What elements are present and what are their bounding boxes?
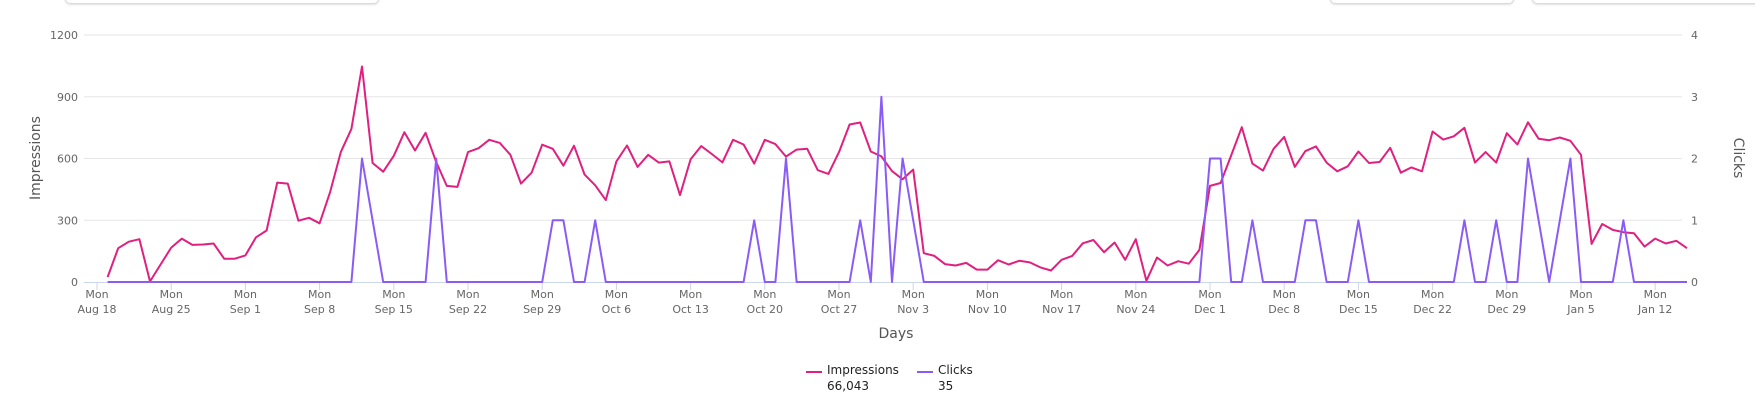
x-tick-day: Mon xyxy=(531,288,554,301)
x-tick-date: Jan 12 xyxy=(1637,303,1672,316)
x-tick-day: Mon xyxy=(1495,288,1518,301)
x-tick-date: Dec 15 xyxy=(1339,303,1378,316)
x-tick-day: Mon xyxy=(902,288,925,301)
x-tick-date: Dec 22 xyxy=(1413,303,1452,316)
x-tick-day: Mon xyxy=(1569,288,1592,301)
x-tick-day: Mon xyxy=(1124,288,1147,301)
x-tick-date: Sep 1 xyxy=(230,303,261,316)
x-tick-date: Oct 6 xyxy=(602,303,632,316)
y-tick-right: 3 xyxy=(1691,91,1698,104)
x-tick-date: Nov 3 xyxy=(897,303,929,316)
y-tick-left: 600 xyxy=(57,153,78,166)
x-tick-day: Mon xyxy=(753,288,776,301)
clicks-swatch xyxy=(916,371,933,373)
x-tick-day: Mon xyxy=(456,288,479,301)
x-tick-date: Sep 22 xyxy=(449,303,487,316)
legend-total: 35 xyxy=(937,379,954,393)
y-axis-right-title: Clicks xyxy=(1730,138,1746,179)
x-tick-date: Sep 8 xyxy=(304,303,335,316)
legend-label: Clicks xyxy=(937,363,973,377)
x-tick-day: Mon xyxy=(976,288,999,301)
x-tick-day: Mon xyxy=(85,288,108,301)
impressions-swatch xyxy=(806,371,822,373)
x-tick-date: Dec 29 xyxy=(1487,303,1526,316)
y-tick-right: 4 xyxy=(1691,29,1698,42)
x-tick-date: Sep 15 xyxy=(375,303,413,316)
x-tick-date: Nov 17 xyxy=(1042,303,1081,316)
x-tick-date: Jan 5 xyxy=(1566,303,1594,316)
x-tick-day: Mon xyxy=(1644,288,1667,301)
y-tick-left: 900 xyxy=(57,91,78,104)
legend-label: Impressions xyxy=(827,363,899,377)
x-tick-day: Mon xyxy=(679,288,702,301)
x-tick-day: Mon xyxy=(308,288,331,301)
x-tick-date: Aug 18 xyxy=(78,303,117,316)
x-tick-day: Mon xyxy=(234,288,257,301)
x-tick-date: Oct 20 xyxy=(747,303,784,316)
x-tick-day: Mon xyxy=(160,288,183,301)
x-tick-date: Oct 27 xyxy=(821,303,858,316)
series-line-clicks xyxy=(107,95,1687,283)
y-tick-left: 0 xyxy=(71,276,78,289)
x-tick-date: Nov 10 xyxy=(968,303,1007,316)
x-axis-title: Days xyxy=(879,326,914,342)
legend-total: 66,043 xyxy=(827,379,869,393)
x-tick-date: Dec 1 xyxy=(1194,303,1226,316)
x-tick-day: Mon xyxy=(827,288,850,301)
top-right-control-2[interactable] xyxy=(1532,0,1755,4)
x-tick-day: Mon xyxy=(1050,288,1073,301)
x-tick-date: Dec 8 xyxy=(1268,303,1300,316)
x-tick-day: Mon xyxy=(382,288,405,301)
series-line-impressions xyxy=(106,65,1688,283)
y-tick-right: 0 xyxy=(1691,276,1698,289)
y-tick-left: 1200 xyxy=(50,29,78,42)
y-tick-left: 300 xyxy=(57,214,78,227)
y-tick-right: 2 xyxy=(1691,153,1698,166)
y-axis-left-title: Impressions xyxy=(28,116,44,200)
x-tick-date: Sep 29 xyxy=(523,303,561,316)
legend-item-impressions[interactable]: Impressions 66,043 xyxy=(806,363,899,393)
x-tick-day: Mon xyxy=(1198,288,1221,301)
x-tick-date: Nov 24 xyxy=(1116,303,1155,316)
legend-item-clicks[interactable]: Clicks 35 xyxy=(916,363,973,393)
x-tick-day: Mon xyxy=(605,288,628,301)
y-tick-right: 1 xyxy=(1691,214,1698,227)
x-tick-day: Mon xyxy=(1273,288,1296,301)
x-tick-date: Oct 13 xyxy=(672,303,709,316)
x-tick-date: Aug 25 xyxy=(152,303,191,316)
x-tick-day: Mon xyxy=(1421,288,1444,301)
x-tick-day: Mon xyxy=(1347,288,1370,301)
legend: Impressions 66,043 Clicks 35 xyxy=(806,363,973,393)
